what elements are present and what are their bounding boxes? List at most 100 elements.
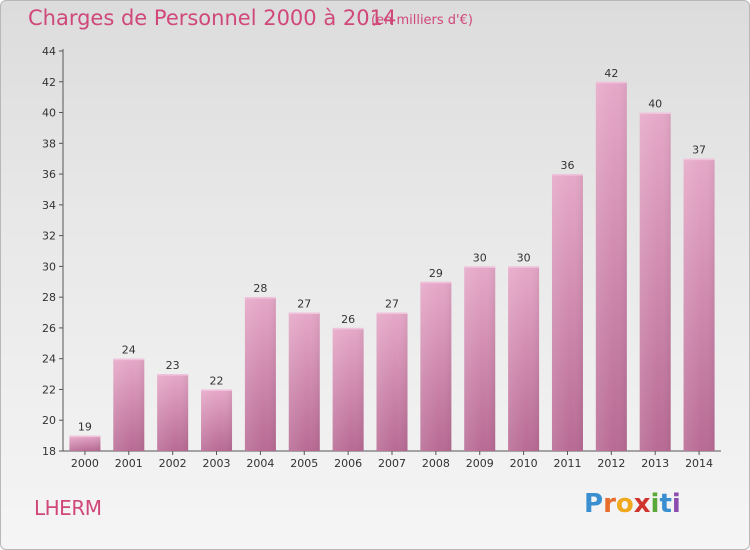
bar-shade — [464, 266, 496, 451]
logo-letter: o — [615, 489, 634, 519]
data-label: 30 — [517, 251, 531, 264]
bar-top-highlight — [201, 389, 233, 391]
bar-group — [551, 174, 583, 452]
bar-top-highlight — [244, 297, 276, 299]
x-tick-label: 2005 — [290, 457, 318, 470]
bar-shade — [508, 266, 540, 451]
data-label: 27 — [385, 298, 399, 311]
data-label: 29 — [429, 267, 443, 280]
data-label: 23 — [166, 359, 180, 372]
y-tick-label: 44 — [42, 45, 56, 58]
bar-group — [376, 312, 408, 451]
bar-shade — [639, 112, 671, 452]
bar-top-highlight — [683, 158, 715, 161]
x-tick-label: 2012 — [597, 457, 625, 470]
commune-name: LHERM — [34, 496, 102, 520]
data-label: 22 — [210, 374, 224, 387]
bar-shade — [157, 374, 189, 451]
data-label: 19 — [78, 421, 92, 434]
y-tick-label: 18 — [42, 445, 56, 458]
y-tick-label: 34 — [42, 199, 56, 212]
x-tick-label: 2003 — [203, 457, 231, 470]
bar-shade — [683, 158, 715, 451]
bar-top-highlight — [639, 112, 671, 115]
y-tick-label: 26 — [42, 322, 56, 335]
data-label: 42 — [604, 67, 618, 80]
logo-letter: i — [650, 489, 660, 519]
bar-top-highlight — [376, 312, 408, 315]
data-label: 36 — [560, 159, 574, 172]
logo-letter: r — [603, 489, 616, 519]
x-tick-label: 2011 — [553, 457, 581, 470]
x-tick-label: 2004 — [246, 457, 274, 470]
bar-group — [244, 297, 276, 451]
x-tick-label: 2010 — [510, 457, 538, 470]
data-label: 28 — [253, 282, 267, 295]
bar-top-highlight — [595, 81, 627, 84]
bar-group — [157, 374, 189, 451]
logo-letter: i — [671, 489, 681, 519]
bar-top-highlight — [551, 174, 583, 176]
x-tick-label: 2002 — [159, 457, 187, 470]
data-label: 40 — [648, 98, 662, 111]
x-tick-label: 2014 — [685, 457, 713, 470]
bar-shade — [113, 358, 145, 451]
chart-title: Charges de Personnel 2000 à 2014 — [28, 6, 397, 30]
bar-shade — [376, 312, 408, 451]
bar-top-highlight — [332, 327, 364, 330]
x-tick-label: 2006 — [334, 457, 362, 470]
bar-shade — [420, 281, 452, 451]
data-label: 27 — [297, 298, 311, 311]
x-tick-label: 2007 — [378, 457, 406, 470]
logo-letter: t — [659, 489, 672, 519]
bar-group — [420, 281, 452, 451]
logo-letter: P — [584, 489, 604, 519]
bar-group — [201, 389, 233, 451]
bar-shade — [332, 327, 364, 451]
bar-shade — [201, 389, 233, 451]
bar-group — [595, 81, 627, 452]
y-tick-label: 28 — [42, 291, 56, 304]
chart-subtitle: (en milliers d'€) — [371, 13, 473, 28]
y-tick-label: 24 — [42, 353, 56, 366]
bar-group — [332, 327, 364, 451]
bar-group — [69, 435, 101, 451]
x-tick-label: 2009 — [466, 457, 494, 470]
bar-top-highlight — [157, 374, 189, 376]
bar-top-highlight — [464, 266, 496, 268]
y-tick-label: 32 — [42, 230, 56, 243]
bar-shade — [244, 297, 276, 451]
data-label: 37 — [692, 144, 706, 157]
bar-top-highlight — [420, 281, 452, 284]
bar-shade — [69, 435, 101, 451]
data-label: 24 — [122, 344, 136, 357]
y-tick-label: 36 — [42, 168, 56, 181]
bar-top-highlight — [69, 435, 101, 438]
bar-group — [113, 358, 145, 451]
y-tick-label: 22 — [42, 383, 56, 396]
bar-shade — [551, 174, 583, 452]
bar-shade — [595, 81, 627, 452]
proxiti-logo: Proxiti — [584, 489, 681, 519]
bar-group — [508, 266, 540, 451]
bar-group — [639, 112, 671, 452]
logo-letter: x — [633, 489, 651, 519]
y-tick-label: 38 — [42, 137, 56, 150]
y-tick-label: 42 — [42, 76, 56, 89]
bar-top-highlight — [113, 358, 145, 361]
x-tick-label: 2008 — [422, 457, 450, 470]
data-label: 30 — [473, 251, 487, 264]
y-tick-label: 20 — [42, 414, 56, 427]
bar-top-highlight — [288, 312, 320, 315]
bar-top-highlight — [508, 266, 540, 268]
y-tick-label: 30 — [42, 260, 56, 273]
x-tick-label: 2000 — [71, 457, 99, 470]
x-tick-label: 2001 — [115, 457, 143, 470]
bar-shade — [288, 312, 320, 451]
y-tick-label: 40 — [42, 107, 56, 120]
bar-group — [288, 312, 320, 451]
bar-group — [683, 158, 715, 451]
data-label: 26 — [341, 313, 355, 326]
